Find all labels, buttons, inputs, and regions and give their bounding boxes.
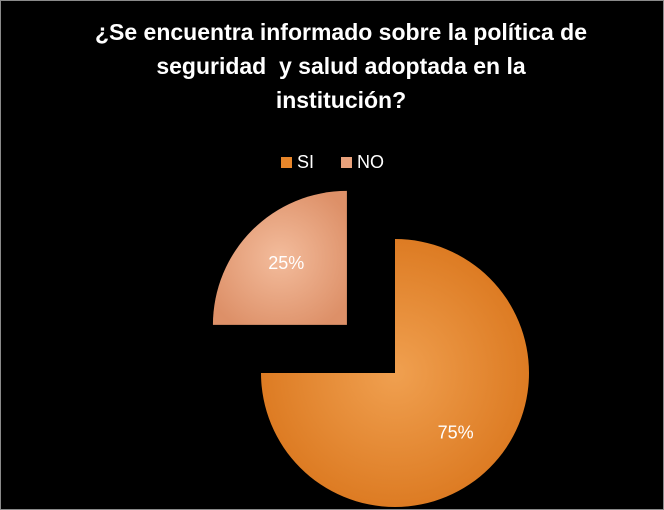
legend-label: SI [297,152,314,172]
pie-slice [212,190,347,325]
legend-label: NO [357,152,384,172]
legend-swatch [341,157,352,168]
chart-title: ¿Se encuentra informado sobre la polític… [94,19,594,113]
pie-slice [261,239,529,507]
data-label: 25% [268,253,304,273]
legend-swatch [281,157,292,168]
data-label: 75% [438,422,474,442]
